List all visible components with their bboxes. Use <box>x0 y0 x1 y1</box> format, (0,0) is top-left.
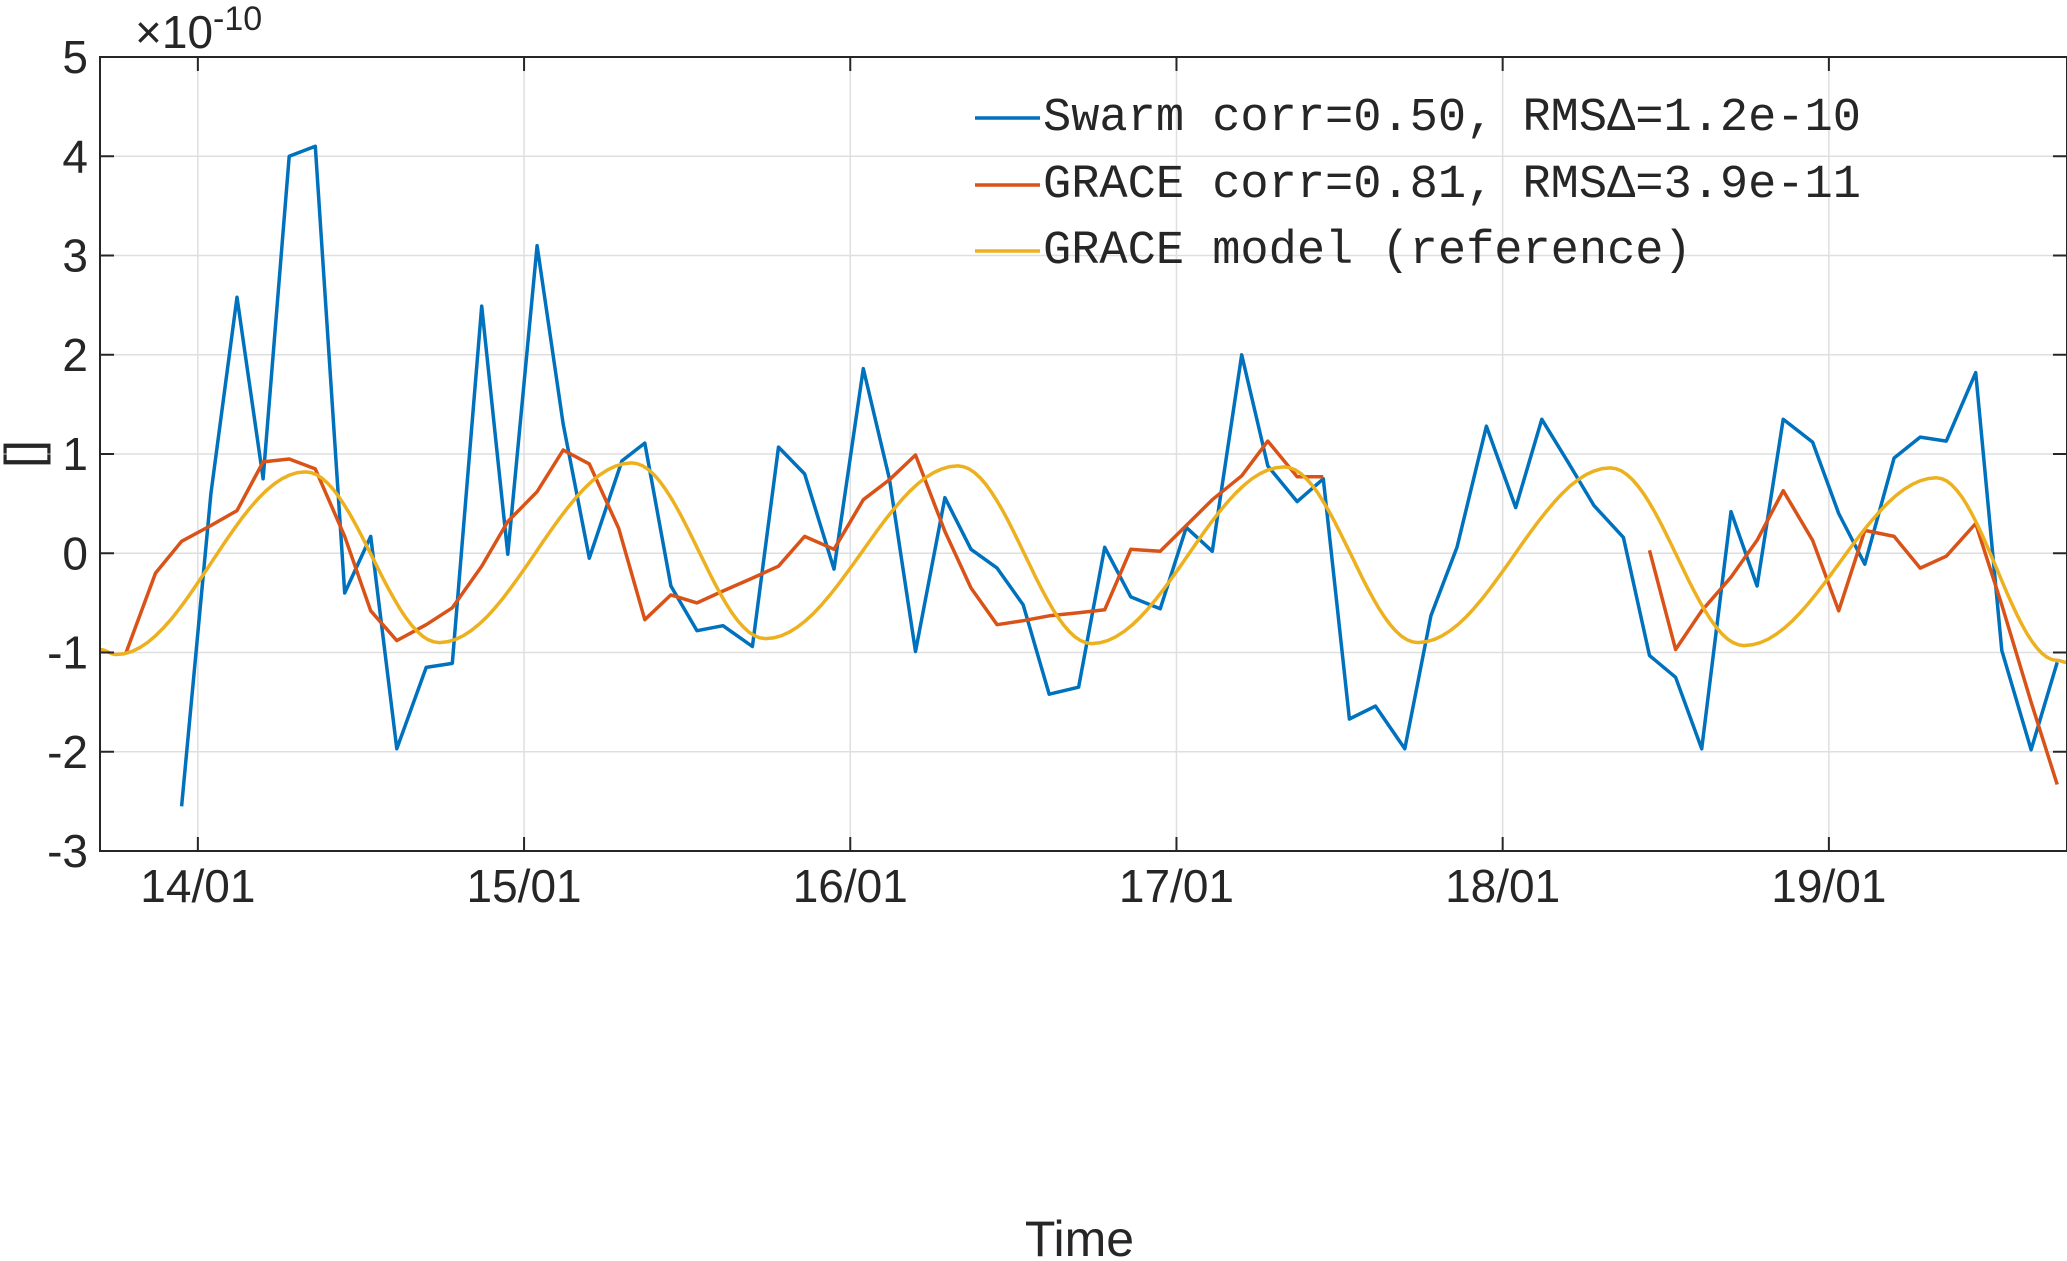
axis-ticks <box>100 56 2067 852</box>
x-tick-label: 19/01 <box>1771 860 1886 912</box>
y-axis-exponent-base: ×10 <box>135 6 213 58</box>
x-tick-label: 17/01 <box>1119 860 1234 912</box>
legend: Swarm corr=0.50, RMSΔ=1.2e-10 GRACE corr… <box>975 92 1861 278</box>
x-tick-label: 16/01 <box>793 860 908 912</box>
y-tick-label: 3 <box>62 230 88 282</box>
y-tick-label: -2 <box>47 726 88 778</box>
x-tick-label: 14/01 <box>140 860 255 912</box>
legend-label-swarm: Swarm corr=0.50, RMSΔ=1.2e-10 <box>1043 92 1861 145</box>
y-axis-exponent: ×10-10 <box>135 0 262 58</box>
x-tick-label: 18/01 <box>1445 860 1560 912</box>
axis-tick-labels: 14/01 15/01 16/01 17/01 18/01 19/01 -3 -2 -1 0 1 2 3… <box>47 31 1886 912</box>
y-tick-label: 4 <box>62 130 88 182</box>
y-axis-title: [] <box>0 440 51 468</box>
legend-label-grace-model: GRACE model (reference) <box>1043 225 1692 278</box>
series-line-grace <box>1647 488 2059 786</box>
grid <box>100 56 2067 852</box>
series-line-grace <box>124 439 1324 654</box>
series-line-swarm <box>179 144 2059 807</box>
y-tick-label: 0 <box>62 527 88 579</box>
y-axis-exponent-power: -10 <box>213 0 262 38</box>
series-line-grace-model <box>98 461 2067 665</box>
y-tick-label: 5 <box>62 31 88 83</box>
y-tick-label: 2 <box>62 329 88 381</box>
y-tick-label: -3 <box>47 825 88 877</box>
plot-series <box>98 144 2067 807</box>
legend-label-grace: GRACE corr=0.81, RMSΔ=3.9e-11 <box>1043 159 1861 212</box>
y-tick-label: 1 <box>62 428 88 480</box>
x-tick-label: 15/01 <box>467 860 582 912</box>
x-axis-title: Time <box>1025 1211 1134 1261</box>
y-tick-label: -1 <box>47 627 88 679</box>
